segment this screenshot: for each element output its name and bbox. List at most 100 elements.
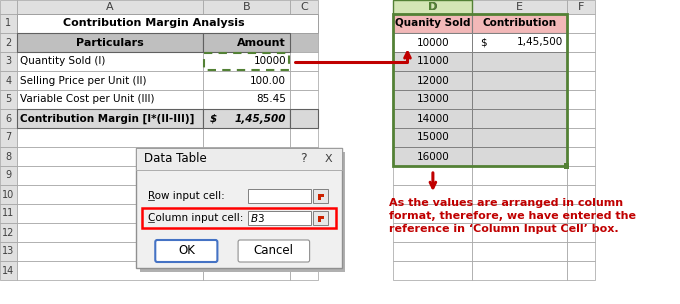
Bar <box>17 185 203 204</box>
Bar <box>203 14 290 33</box>
Bar <box>0 71 17 90</box>
Bar <box>203 166 290 185</box>
Text: ?: ? <box>300 153 307 165</box>
Text: Cancel: Cancel <box>254 244 294 257</box>
Bar <box>203 242 290 261</box>
Bar <box>473 242 566 261</box>
Text: 100.00: 100.00 <box>250 75 286 85</box>
Text: Row input cell:: Row input cell: <box>148 191 224 201</box>
Bar <box>203 90 290 109</box>
Bar <box>0 109 17 128</box>
Text: 13: 13 <box>2 247 14 257</box>
Bar <box>203 71 290 90</box>
Bar <box>393 204 473 223</box>
Text: 3: 3 <box>5 57 12 67</box>
Bar <box>17 109 203 128</box>
Point <box>143 220 152 224</box>
Bar <box>318 216 321 219</box>
Bar <box>0 52 17 71</box>
Text: 12: 12 <box>2 227 15 237</box>
Bar <box>0 261 17 280</box>
Bar <box>566 147 595 166</box>
Point <box>133 168 141 172</box>
Bar <box>566 166 595 185</box>
Text: Data Table: Data Table <box>144 153 207 165</box>
Bar <box>566 109 595 128</box>
Bar <box>290 261 318 280</box>
Bar <box>393 261 473 280</box>
Text: X: X <box>324 154 333 164</box>
Bar <box>0 14 17 33</box>
Bar <box>321 216 324 219</box>
Bar <box>0 0 17 14</box>
Bar <box>473 14 566 33</box>
Bar <box>318 219 321 222</box>
Text: 14: 14 <box>2 265 14 275</box>
Bar <box>203 33 290 52</box>
Bar <box>393 33 473 52</box>
Bar <box>17 33 203 52</box>
Bar <box>473 185 566 204</box>
Bar <box>290 109 318 128</box>
Bar <box>393 0 473 14</box>
Point <box>150 220 158 224</box>
Bar <box>203 33 290 52</box>
Text: B: B <box>243 2 250 12</box>
Text: reference in ‘Column Input Cell’ box.: reference in ‘Column Input Cell’ box. <box>389 224 618 234</box>
Bar <box>393 52 473 71</box>
Text: 9: 9 <box>5 171 12 181</box>
Text: 16000: 16000 <box>417 151 449 161</box>
Bar <box>566 128 595 147</box>
Bar <box>0 242 17 261</box>
Bar <box>473 71 566 90</box>
Bar <box>203 147 290 166</box>
Text: As the values are arranged in column: As the values are arranged in column <box>389 198 623 208</box>
Text: 4: 4 <box>5 75 12 85</box>
Bar <box>393 0 473 14</box>
Bar <box>473 147 566 166</box>
Bar <box>393 166 473 185</box>
Text: Amount: Amount <box>237 37 286 47</box>
Bar <box>0 90 17 109</box>
Bar <box>203 204 290 223</box>
Bar <box>393 71 473 90</box>
Bar <box>473 0 566 14</box>
Bar <box>17 33 203 52</box>
Bar <box>393 128 473 147</box>
Bar <box>393 147 473 166</box>
Bar <box>393 128 473 147</box>
Bar <box>473 33 566 52</box>
Bar <box>0 223 17 242</box>
Bar <box>393 14 566 166</box>
Text: Variable Cost per Unit (III): Variable Cost per Unit (III) <box>20 95 154 105</box>
Bar <box>564 163 569 169</box>
Text: 12000: 12000 <box>417 75 449 85</box>
Text: Contribution Margin [I*(II-III)]: Contribution Margin [I*(II-III)] <box>20 113 194 124</box>
Text: 11000: 11000 <box>417 57 449 67</box>
Bar <box>313 211 328 225</box>
Bar <box>393 147 473 166</box>
Text: 11: 11 <box>2 209 14 219</box>
Text: A: A <box>106 2 114 12</box>
Text: 1,45,500: 1,45,500 <box>517 37 563 47</box>
Bar <box>566 204 595 223</box>
Bar <box>17 109 203 128</box>
Bar <box>290 33 318 52</box>
Bar <box>393 90 473 109</box>
Bar <box>566 0 595 14</box>
Text: Quanity Sold: Quanity Sold <box>395 19 471 29</box>
Bar <box>566 33 595 52</box>
Bar <box>290 128 318 147</box>
Bar <box>137 148 341 170</box>
Bar <box>17 90 203 109</box>
Bar <box>566 71 595 90</box>
Bar <box>473 71 566 90</box>
Bar <box>137 148 341 268</box>
Bar <box>473 147 566 166</box>
Bar <box>318 194 321 197</box>
Text: E: E <box>516 2 523 12</box>
Bar <box>17 147 203 166</box>
Bar <box>393 109 473 128</box>
Bar <box>17 71 203 90</box>
Text: 8: 8 <box>5 151 12 161</box>
